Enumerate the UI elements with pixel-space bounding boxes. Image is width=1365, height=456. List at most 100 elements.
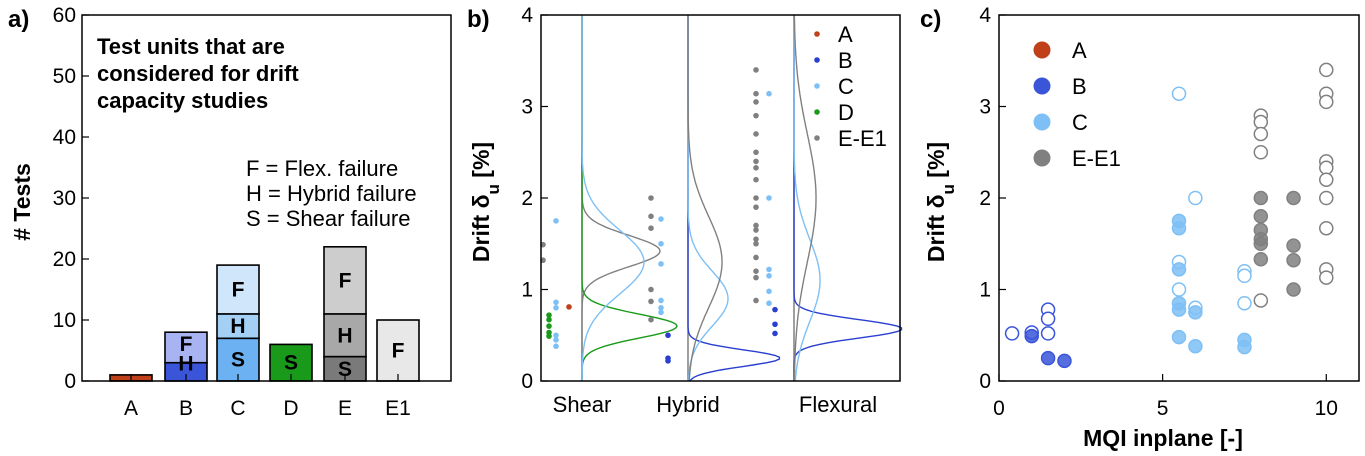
- panel-b-point-hybrid-c: [658, 240, 664, 247]
- panel-c-legend-marker-c: [1033, 113, 1051, 131]
- panel-b-point-flexural-c: [766, 272, 772, 279]
- bar-e-segment-f: [323, 246, 367, 315]
- panel-b-point-hybrid-e-e1: [648, 298, 654, 305]
- panel-b-ytick-label: 0: [521, 370, 533, 393]
- panel-a-xtick-label-d: D: [283, 397, 298, 420]
- panel-c-point-e-e1: [1286, 282, 1301, 297]
- panel-b-point-hybrid-e-e1: [648, 213, 654, 220]
- panel-c-point-c: [1237, 339, 1252, 355]
- panel-b-point-hybrid-c: [658, 309, 664, 316]
- bar-c-label-h: H: [230, 315, 245, 338]
- panel-a-xtick-label-a: A: [124, 397, 138, 420]
- panel-c-point-c: [1171, 329, 1187, 345]
- panel-c-point-c: [1171, 86, 1187, 101]
- bar-c-segment-f: [216, 264, 260, 315]
- panel-a-ytick-label: 40: [53, 126, 76, 149]
- panel-a-frame: [81, 14, 452, 382]
- panel-b-density-curves: [581, 15, 903, 382]
- panel-b-group-label-flexural: Flexural: [799, 392, 877, 417]
- panel-b-point-shear-d: [546, 316, 552, 323]
- panel-b-point-flexural-e-e1: [753, 158, 759, 165]
- panel-b-curve-flexural-c: [793, 15, 821, 382]
- panel-b-point-hybrid-c: [658, 216, 664, 222]
- panel-c-point-e-e1: [1319, 94, 1334, 110]
- panel-c-xlabel: MQI inplane [-]: [1083, 425, 1243, 451]
- panel-b-point-flexural-c: [766, 288, 772, 295]
- panel-b-point-flexural-e-e1: [753, 99, 759, 105]
- panel-b-point-flexural-e-e1: [753, 165, 759, 171]
- bar-d-label-s: S: [284, 352, 298, 375]
- panel-b-distribution-chart: b) Drift δu [%] 0 1 2 3 4 Shear Hybrid Flexura…: [467, 4, 903, 417]
- panel-b-point-hybrid-b: [665, 332, 671, 339]
- panel-c-ytick-label: 4: [979, 4, 991, 27]
- panel-b-point-flexural-e-e1: [753, 67, 759, 73]
- panel-b-point-flexural-e-e1: [753, 204, 759, 210]
- panel-b-point-hybrid-e-e1: [648, 195, 654, 201]
- panel-c-legend-label-a: A: [1072, 38, 1087, 63]
- panel-c-point-e-e1: [1253, 190, 1269, 206]
- panel-b-group-label-shear: Shear: [553, 392, 612, 417]
- panel-b-ytick-label: 4: [521, 4, 533, 27]
- panel-b-group-labels: Shear Hybrid Flexural: [553, 392, 877, 417]
- panel-b-group-label-hybrid: Hybrid: [656, 392, 720, 417]
- panel-b-point-hybrid-b: [665, 358, 671, 364]
- panel-c-xticks: 0 5 10: [993, 374, 1338, 420]
- panel-c-point-e-e1: [1286, 190, 1301, 206]
- panel-c-point-c: [1188, 338, 1203, 354]
- bar-b-label-h: H: [178, 353, 193, 376]
- panel-b-point-shear-d: [546, 333, 552, 339]
- panel-c-xtick-label: 10: [1315, 397, 1338, 420]
- panel-a-key-shear: S = Shear failure: [246, 206, 410, 231]
- panel-b-ytick-label: 1: [521, 279, 533, 302]
- panel-a-xtick-label-e1: E1: [385, 397, 411, 420]
- panel-c-point-e-e1: [1253, 293, 1269, 308]
- panel-c-point-e-e1: [1319, 62, 1334, 78]
- panel-c-point-c: [1237, 295, 1252, 311]
- panel-a-ytick-label: 60: [53, 4, 76, 27]
- bar-e-label-f: F: [339, 269, 352, 292]
- panel-b-point-flexural-e-e1: [753, 236, 759, 242]
- panel-c-point-e-e1: [1319, 172, 1334, 187]
- panel-b-point-hybrid-e-e1: [648, 286, 654, 293]
- panel-c-point-e-e1: [1319, 190, 1334, 206]
- panel-c-ylabel: Drift δu [%]: [923, 142, 958, 262]
- panel-a-ytick-label: 20: [53, 248, 76, 271]
- panel-c-point-b: [1004, 326, 1020, 341]
- panel-c-legend-marker-e-e1: [1033, 149, 1051, 167]
- panel-c-legend: ABC E-E1: [1033, 38, 1121, 171]
- panel-c-yticks: 0 1 2 3 4: [979, 4, 1006, 393]
- bar-b-label-f: F: [180, 333, 193, 356]
- panel-a-note-line-3: capacity studies: [97, 88, 268, 113]
- panel-b-legend-label-b: B: [838, 48, 853, 73]
- panel-b-point-shear-a: [566, 304, 572, 310]
- panel-b-point-flexural-c: [766, 266, 772, 273]
- panel-b-point-flexural-e-e1: [753, 274, 759, 281]
- bar-c-label-s: S: [231, 349, 245, 372]
- panel-b-point-flexural-b: [772, 330, 778, 337]
- panel-b-yticks: 0 1 2 3 4: [521, 4, 548, 393]
- panel-c-frame: [998, 14, 1360, 382]
- bar-c: SHF: [216, 264, 260, 382]
- panel-c-ytick-label: 0: [979, 370, 991, 393]
- panel-b-point-flexural-c: [766, 90, 772, 97]
- panel-c-point-b: [1040, 326, 1056, 341]
- panel-c-point-e-e1: [1286, 238, 1301, 253]
- panel-c-legend-marker-b: [1033, 77, 1051, 95]
- panel-b-legend-label-e-e1: E-E1: [838, 126, 887, 151]
- panel-c-ytick-label: 1: [979, 279, 991, 302]
- panel-b-curve-hybrid-e-e1: [687, 15, 723, 382]
- panel-b-label: b): [467, 6, 490, 33]
- panel-c-point-e-e1: [1253, 126, 1269, 142]
- panel-b-point-hybrid-e-e1: [648, 225, 654, 231]
- panel-b-points: [540, 67, 778, 364]
- panel-c-ytick-label: 3: [979, 96, 991, 119]
- panel-c-xtick-label: 5: [1157, 397, 1169, 420]
- panel-c-point-b: [1057, 353, 1072, 369]
- bar-e1: F: [376, 319, 420, 382]
- panel-c-point-e-e1: [1253, 252, 1269, 267]
- panel-a-xtick-label-b: B: [179, 397, 193, 420]
- panel-b-point-shear-c: [553, 343, 559, 350]
- bar-b: HF: [164, 331, 208, 382]
